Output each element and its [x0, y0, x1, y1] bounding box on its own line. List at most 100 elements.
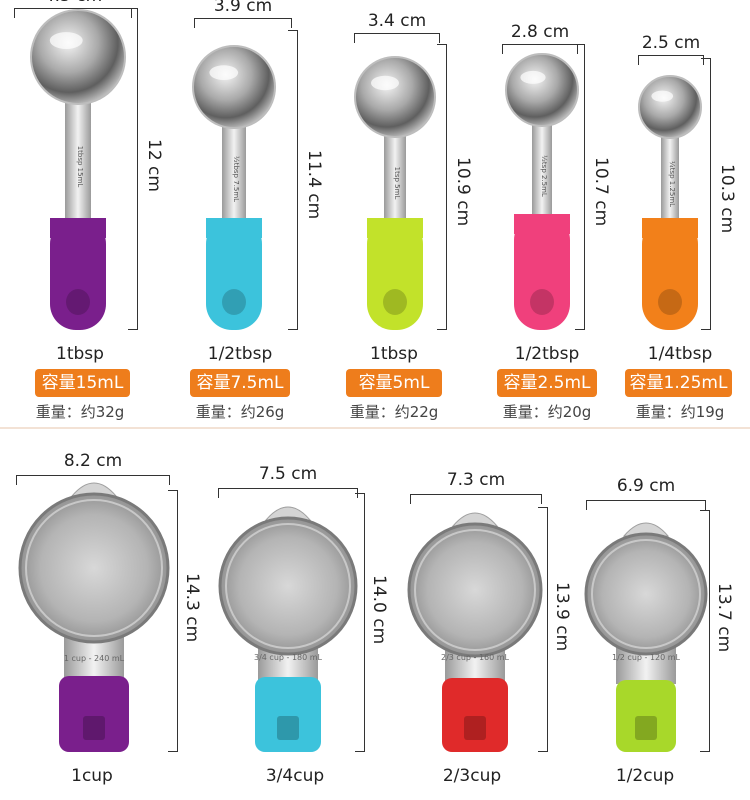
cup-lip [264, 506, 312, 521]
height-dimension-line [128, 8, 138, 330]
engraved-label: ½tsp 2.5mL [540, 155, 548, 197]
hang-hole-icon [658, 289, 682, 315]
spoon-name: 1tbsp [56, 344, 104, 364]
weight-text: 重量：约32g [35, 403, 125, 421]
hang-hole-icon [222, 289, 246, 315]
engraved-label: 1tbsp 15mL [76, 146, 84, 188]
spoon-handle-top [50, 218, 106, 238]
bowl-highlight [371, 75, 399, 91]
bowl-highlight [520, 70, 546, 84]
height-dimension-label: 13.7 cm [714, 583, 734, 653]
engraved-label: 1/2 cup - 120 mL [612, 653, 681, 662]
capacity-badge: 容量2.5mL [497, 369, 597, 397]
spoon-name: 1/2tbsp [207, 344, 273, 364]
width-dimension-line [638, 55, 704, 65]
bowl-highlight [209, 65, 239, 81]
cup-lip [622, 522, 670, 537]
engraved-label: 2/3 cup - 160 mL [441, 653, 510, 662]
cup-bowl-rim [414, 529, 536, 651]
width-dimension-line [354, 33, 440, 43]
width-dimension-label: 3.9 cm [213, 0, 273, 16]
width-dimension-line [410, 494, 542, 504]
capacity-badge: 容量7.5mL [190, 369, 290, 397]
spoon-bowl [638, 75, 702, 139]
width-dimension-line [16, 475, 170, 485]
cup-bowl-rim [591, 539, 701, 649]
hang-hole-icon [66, 289, 90, 315]
cup-handle [616, 680, 676, 752]
cup-bowl-rim [25, 499, 163, 637]
weight-text: 重量：约19g [635, 403, 725, 421]
hang-hole-icon [635, 716, 657, 740]
bowl-highlight [49, 32, 83, 50]
cup-handle [255, 677, 321, 752]
spoon-bowl [30, 9, 126, 105]
engraved-label: 1 cup - 240 mL [64, 654, 125, 663]
height-dimension-line [288, 30, 298, 330]
spoon-name: 1tbsp [370, 344, 418, 364]
spoon-bowl [505, 53, 579, 127]
cup-bowl-rim [225, 523, 351, 649]
width-dimension-line [14, 8, 132, 18]
bowl-highlight [651, 90, 674, 102]
cup-name: 1/2cup [615, 766, 675, 786]
section-divider [0, 427, 750, 429]
spoon-stem [222, 120, 246, 224]
capacity-badge: 容量1.25mL [625, 369, 732, 397]
width-dimension-line [502, 44, 578, 54]
height-dimension-line [701, 58, 711, 330]
height-dimension-line [437, 44, 447, 330]
cup-name: 1cup [71, 766, 113, 786]
cup-handle [59, 676, 129, 752]
width-dimension-label: 8.2 cm [63, 451, 123, 471]
hang-hole-icon [464, 716, 486, 740]
cup-bowl [218, 516, 358, 656]
engraved-label: ½tbsp 7.5mL [232, 156, 240, 202]
height-dimension-line [168, 490, 178, 752]
spoon-handle-top [206, 218, 262, 238]
cup-bowl [18, 492, 170, 644]
cup-name: 3/4cup [265, 766, 325, 786]
spoon-handle [514, 214, 570, 330]
weight-text: 重量：约26g [195, 403, 285, 421]
height-dimension-line [575, 44, 585, 330]
capacity-badge: 容量5mL [346, 369, 442, 397]
cup-bowl [584, 532, 708, 656]
cup-bowl [407, 522, 543, 658]
engraved-label: ¼tsp 1.25mL [668, 161, 676, 207]
width-dimension-label: 2.8 cm [510, 22, 570, 42]
weight-text: 重量：约22g [349, 403, 439, 421]
hang-hole-icon [383, 289, 407, 315]
spoon-bowl [192, 45, 276, 129]
width-dimension-line [194, 18, 292, 28]
spoon-handle-top [367, 218, 423, 238]
height-dimension-line [538, 507, 548, 752]
width-dimension-label: 7.5 cm [258, 464, 318, 484]
hang-hole-icon [530, 289, 554, 315]
width-dimension-label: 6.9 cm [616, 476, 676, 496]
spoon-stem [661, 130, 679, 224]
cup-handle [442, 678, 508, 752]
engraved-label: 1tsp 5mL [393, 167, 401, 200]
hang-hole-icon [277, 716, 299, 740]
spoon-handle [642, 218, 698, 330]
height-dimension-line [700, 510, 710, 752]
cup-lip [451, 512, 499, 527]
spoon-handle-top [642, 218, 698, 238]
height-dimension-line [355, 493, 365, 752]
spoon-name: 1/2tbsp [514, 344, 580, 364]
spoon-handle [367, 218, 423, 330]
weight-text: 重量：约20g [502, 403, 592, 421]
spoon-bowl [354, 56, 436, 138]
width-dimension-label: 2.5 cm [641, 33, 701, 53]
width-dimension-label: 7.3 cm [446, 470, 506, 490]
spoon-stem [384, 128, 406, 224]
